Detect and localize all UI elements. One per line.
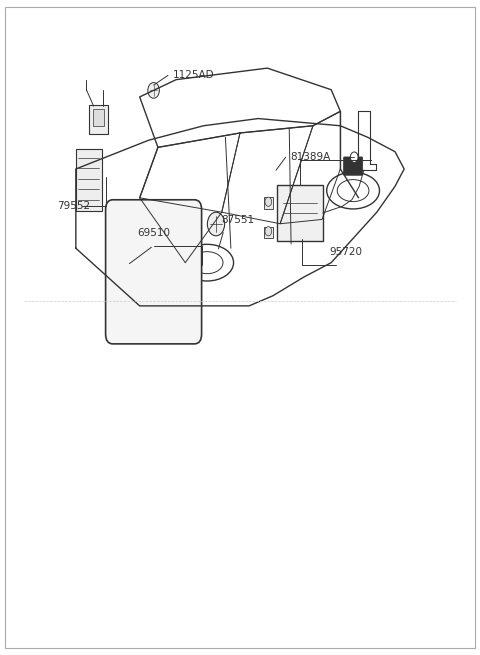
Circle shape — [350, 152, 358, 162]
Circle shape — [265, 227, 272, 236]
Circle shape — [148, 83, 159, 98]
Circle shape — [207, 212, 225, 236]
FancyBboxPatch shape — [344, 157, 363, 176]
FancyBboxPatch shape — [76, 149, 102, 211]
FancyBboxPatch shape — [89, 105, 108, 134]
FancyBboxPatch shape — [264, 227, 273, 238]
Text: 81389A: 81389A — [290, 152, 331, 162]
Text: 1125AD: 1125AD — [173, 70, 215, 81]
FancyBboxPatch shape — [93, 109, 104, 126]
Text: 95720: 95720 — [329, 248, 362, 257]
FancyBboxPatch shape — [277, 185, 323, 241]
Circle shape — [265, 197, 272, 206]
Text: 69510: 69510 — [137, 228, 170, 238]
FancyBboxPatch shape — [264, 197, 273, 209]
Text: 79552: 79552 — [58, 201, 91, 212]
Text: 87551: 87551 — [221, 215, 254, 225]
FancyBboxPatch shape — [106, 200, 202, 344]
